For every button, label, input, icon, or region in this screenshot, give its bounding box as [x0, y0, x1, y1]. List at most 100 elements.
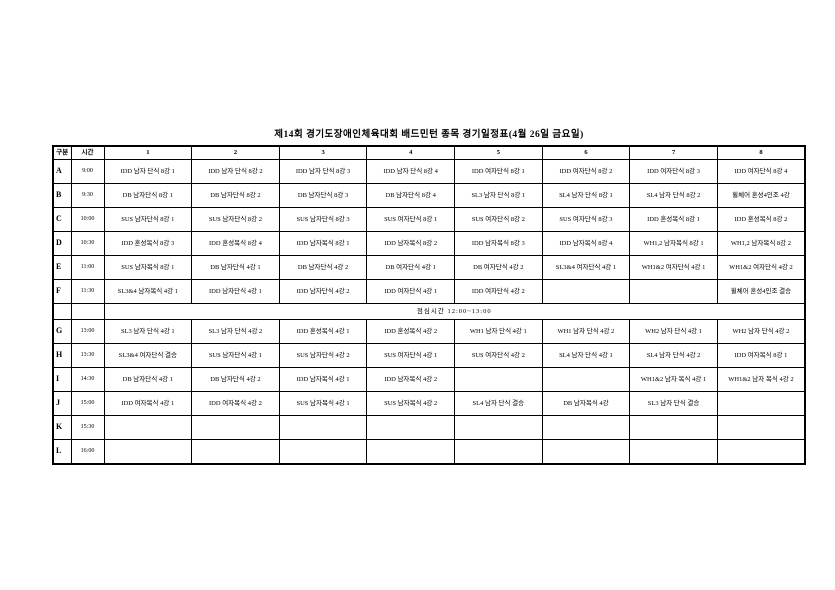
- match-cell: DB 남자단식 4강 1: [191, 255, 280, 280]
- match-cell: DB 남자단식 4강 2: [278, 255, 368, 280]
- match-cell: SL4 남자 단식 결승: [454, 391, 543, 416]
- match-cell: WH1 남자 단식 4강 1: [454, 319, 543, 344]
- time-label: 9:30: [70, 183, 105, 208]
- match-cell: WH1&2 여자단식 4강 2: [716, 255, 806, 280]
- match-cell: IDD 남자복식 4강 1: [278, 367, 368, 392]
- match-cell: SL3&4 남자복식 4강 1: [103, 279, 193, 304]
- schedule-row-A: A 9:00 IDD 남자 단식 8강 1 IDD 남자 단식 8강 2 IDD 남자 …: [52, 159, 806, 184]
- match-cell: SUS 남자단식 4강 1: [191, 343, 280, 368]
- schedule-row-I: I 14:30 DB 남자단식 4강 1 DB 남자단식 4강 2 IDD 남자복식 4…: [52, 367, 806, 392]
- group-label: K: [52, 415, 72, 440]
- time-label: 11:00: [70, 255, 105, 280]
- column-header-court-7: 7: [629, 145, 718, 160]
- group-label: L: [52, 439, 72, 465]
- group-label: H: [52, 343, 72, 368]
- group-label: G: [52, 319, 72, 344]
- group-label: F: [52, 279, 72, 304]
- lunch-empty-time-cell: [70, 303, 105, 320]
- time-label: 13:30: [70, 343, 105, 368]
- time-label: 13:00: [70, 319, 105, 344]
- match-cell: SL3 남자 단식 4강 1: [103, 319, 193, 344]
- match-cell: [541, 367, 631, 392]
- match-cell: IDD 남자복식 8강 2: [366, 231, 455, 256]
- lunch-break-row: 점심시간 12:00~13:00: [52, 303, 806, 320]
- match-cell: IDD 혼성복식 4강 2: [366, 319, 455, 344]
- match-cell: SUS 남자단식 8강 2: [191, 207, 280, 232]
- header-row: 구분 시간 1 2 3 4 5 6 7 8: [52, 145, 806, 160]
- match-cell: IDD 남자단식 4강 1: [191, 279, 280, 304]
- match-cell: IDD 남자 단식 8강 1: [103, 159, 193, 184]
- match-cell: SUS 남자복식 4강 2: [366, 391, 455, 416]
- schedule-row-H: H 13:30 SL3&4 여자단식 결승 SUS 남자단식 4강 1 SUS 남자단식…: [52, 343, 806, 368]
- schedule-row-J: J 15:00 IDD 여자복식 4강 1 IDD 여자복식 4강 2 SUS 남자복식…: [52, 391, 806, 416]
- time-label: 11:30: [70, 279, 105, 304]
- match-cell: SUS 여자단식 4강 1: [366, 343, 455, 368]
- match-cell: IDD 남자복식 4강 2: [366, 367, 455, 392]
- column-header-court-8: 8: [716, 145, 806, 160]
- time-label: 14:30: [70, 367, 105, 392]
- column-header-group: 구분: [52, 145, 72, 160]
- match-cell: [278, 415, 368, 440]
- match-cell: WH2 남자 단식 4강 2: [716, 319, 806, 344]
- match-cell: IDD 남자복식 8강 4: [541, 231, 631, 256]
- time-label: 16:00: [70, 439, 105, 465]
- schedule-row-L: L 16:00: [52, 439, 806, 465]
- match-cell: SUS 남자복식 8강 1: [103, 255, 193, 280]
- match-cell: SUS 여자단식 8강 3: [541, 207, 631, 232]
- match-cell: SUS 남자단식 4강 2: [278, 343, 368, 368]
- match-cell: DB 여자단식 4강 2: [454, 255, 543, 280]
- match-cell: 휠체어 혼성4인조 결승: [716, 279, 806, 304]
- match-cell: IDD 여자단식 4강 2: [454, 279, 543, 304]
- match-cell: SUS 여자단식 8강 2: [454, 207, 543, 232]
- match-cell: WH1&2 여자단식 4강 1: [629, 255, 718, 280]
- match-cell: [454, 439, 543, 465]
- match-cell: SL4 남자 단식 8강 2: [629, 183, 718, 208]
- match-cell: [366, 439, 455, 465]
- match-cell: [278, 439, 368, 465]
- schedule-row-D: D 10:30 IDD 혼성복식 8강 3 IDD 혼성복식 8강 4 IDD 남자복식…: [52, 231, 806, 256]
- schedule-row-G: G 13:00 SL3 남자 단식 4강 1 SL3 남자 단식 4강 2 IDD 혼성…: [52, 319, 806, 344]
- match-cell: IDD 여자단식 8강 3: [629, 159, 718, 184]
- match-cell: SL3&4 여자단식 결승: [103, 343, 193, 368]
- match-cell: SL4 남자 단식 4강 1: [541, 343, 631, 368]
- column-header-court-6: 6: [541, 145, 631, 160]
- match-cell: WH1 남자 단식 4강 2: [541, 319, 631, 344]
- match-cell: WH1&2 남자 복식 4강 2: [716, 367, 806, 392]
- match-cell: IDD 남자 단식 8강 2: [191, 159, 280, 184]
- match-cell: SUS 남자단식 8강 1: [103, 207, 193, 232]
- match-cell: DB 남자단식 8강 1: [103, 183, 193, 208]
- match-cell: IDD 남자단식 4강 2: [278, 279, 368, 304]
- match-cell: [454, 415, 543, 440]
- match-cell: 휠체어 혼성4인조 4강: [716, 183, 806, 208]
- match-cell: IDD 여자복식 8강 1: [716, 343, 806, 368]
- match-cell: [103, 415, 193, 440]
- group-label: B: [52, 183, 72, 208]
- match-cell: [366, 415, 455, 440]
- lunch-empty-group-cell: [52, 303, 72, 320]
- match-cell: SL3 남자 단식 4강 2: [191, 319, 280, 344]
- match-cell: DB 남자단식 8강 3: [278, 183, 368, 208]
- match-cell: IDD 남자 단식 8강 4: [366, 159, 455, 184]
- match-cell: [716, 415, 806, 440]
- match-cell: SL3&4 여자단식 4강 1: [541, 255, 631, 280]
- match-cell: SUS 여자단식 8강 1: [366, 207, 455, 232]
- match-cell: DB 남자복식 4강: [541, 391, 631, 416]
- time-label: 15:00: [70, 391, 105, 416]
- match-cell: SUS 남자단식 8강 3: [278, 207, 368, 232]
- match-cell: IDD 여자복식 4강 2: [191, 391, 280, 416]
- schedule-row-C: C 10:00 SUS 남자단식 8강 1 SUS 남자단식 8강 2 SUS 남자단식…: [52, 207, 806, 232]
- match-cell: IDD 혼성복식 8강 1: [629, 207, 718, 232]
- match-cell: [629, 415, 718, 440]
- match-cell: SL4 남자 단식 4강 2: [629, 343, 718, 368]
- match-cell: DB 남자단식 8강 4: [366, 183, 455, 208]
- group-label: C: [52, 207, 72, 232]
- match-cell: [716, 439, 806, 465]
- match-cell: SUS 여자단식 4강 2: [454, 343, 543, 368]
- schedule-table-body: A 9:00 IDD 남자 단식 8강 1 IDD 남자 단식 8강 2 IDD 남자 …: [52, 159, 806, 465]
- lunch-break-label: 점심시간 12:00~13:00: [103, 303, 806, 320]
- match-cell: SUS 남자복식 4강 1: [278, 391, 368, 416]
- column-header-time: 시간: [70, 145, 105, 160]
- group-label: E: [52, 255, 72, 280]
- match-cell: DB 남자단식 4강 1: [103, 367, 193, 392]
